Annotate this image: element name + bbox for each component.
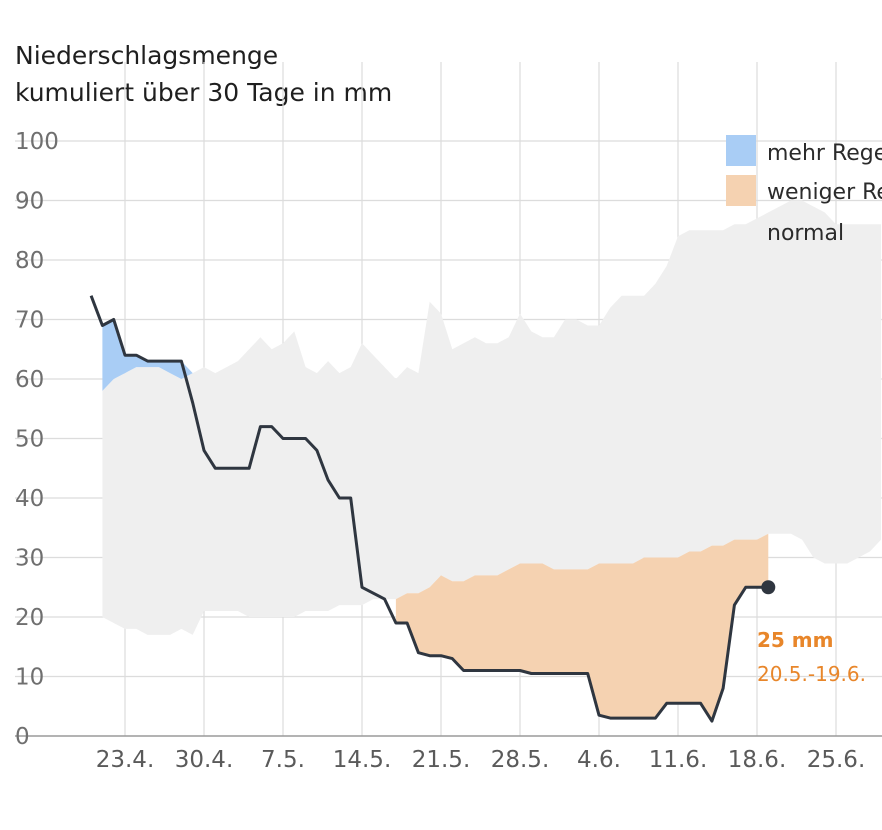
y-tick-label: 50	[15, 427, 44, 453]
legend-label-more: mehr Regen	[767, 141, 882, 166]
annotation-value: 25 mm	[757, 628, 833, 652]
y-tick-label: 100	[15, 129, 59, 155]
x-tick-label: 21.5.	[412, 747, 471, 773]
x-tick-label: 7.5.	[261, 747, 305, 773]
x-tick-label: 25.6.	[807, 747, 866, 773]
normal-band-layer	[102, 200, 882, 635]
observed-line-layer	[89, 295, 769, 723]
y-tick-label: 20	[15, 605, 44, 631]
x-tick-label: 30.4.	[175, 747, 234, 773]
legend: mehr Regen weniger Regen normal	[726, 135, 882, 246]
deviation-area-layer	[102, 319, 769, 722]
x-axis-ticks: 23.4. 30.4. 7.5. 14.5. 21.5. 28.5. 4.6. 11.6. 18…	[96, 747, 866, 773]
x-tick-label: 28.5.	[491, 747, 550, 773]
chart-title: Niederschlagsmenge	[15, 41, 278, 70]
y-tick-label: 0	[15, 724, 30, 750]
area-less-rain	[395, 533, 769, 722]
x-tick-label: 18.6.	[728, 747, 787, 773]
legend-label-normal: normal	[767, 221, 844, 246]
x-tick-label: 11.6.	[649, 747, 708, 773]
y-tick-label: 60	[15, 367, 44, 393]
y-tick-label: 80	[15, 248, 44, 274]
legend-label-less: weniger Regen	[767, 180, 882, 205]
y-axis-ticks: 0 10 20 30 40 50 60 70 80 90 100	[15, 129, 59, 750]
annotation-range: 20.5.-19.6.	[757, 662, 866, 686]
x-tick-label: 23.4.	[96, 747, 155, 773]
legend-swatch-less	[726, 175, 756, 206]
x-tick-label: 4.6.	[577, 747, 621, 773]
y-tick-label: 40	[15, 486, 44, 512]
end-point-marker	[761, 580, 776, 595]
observed-line	[89, 295, 769, 723]
normal-band	[102, 200, 882, 635]
y-tick-label: 70	[15, 308, 44, 334]
y-tick-label: 30	[15, 546, 44, 572]
y-tick-label: 90	[15, 189, 44, 215]
annotation: 25 mm 20.5.-19.6.	[757, 580, 866, 686]
area-more-rain	[102, 319, 193, 391]
y-tick-label: 10	[15, 665, 44, 691]
legend-swatch-more	[726, 135, 756, 166]
x-tick-label: 14.5.	[333, 747, 392, 773]
